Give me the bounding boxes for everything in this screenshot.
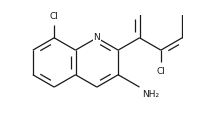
Text: NH₂: NH₂	[143, 90, 160, 99]
Text: N: N	[93, 33, 100, 42]
Text: Cl: Cl	[50, 12, 59, 21]
Text: Cl: Cl	[156, 67, 165, 76]
